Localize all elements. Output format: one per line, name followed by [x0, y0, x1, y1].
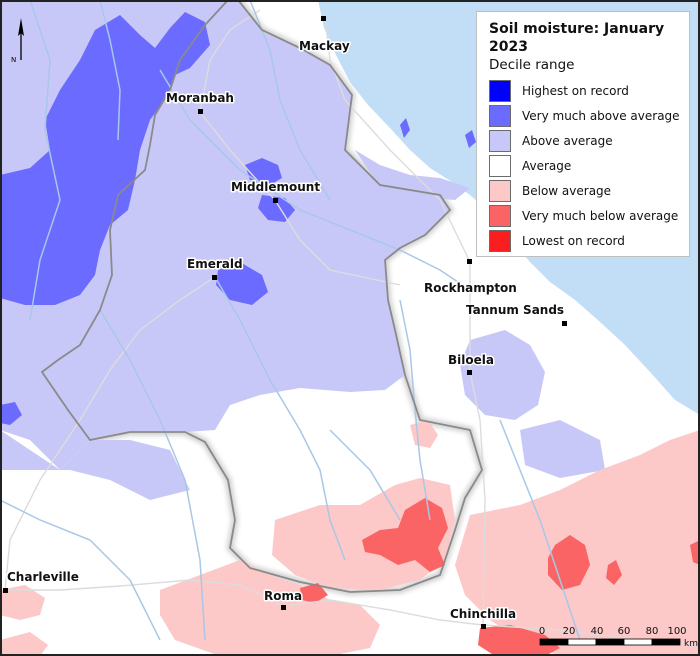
zone-very-much-above-average-emerald	[216, 262, 268, 305]
middlemount-marker[interactable]	[273, 198, 278, 203]
chinchilla-marker[interactable]	[481, 624, 486, 629]
zone-very-much-above-average	[0, 12, 210, 305]
legend-item-label: Highest on record	[522, 83, 629, 98]
north-arrow-icon	[18, 18, 24, 36]
zone-very-much-above-average-coast-2	[465, 130, 476, 148]
zone-above-average-east	[355, 150, 470, 200]
zone-below-average-patch-2	[0, 632, 48, 656]
label-biloela: Biloela	[448, 353, 494, 367]
biloela-marker[interactable]	[467, 370, 472, 375]
legend-item: Average	[489, 153, 679, 178]
scale-tick-100: 100	[667, 626, 686, 637]
zone-very-much-below-average-4	[478, 625, 560, 656]
label-emerald: Emerald	[187, 257, 243, 271]
zone-very-much-above-average-middlemount-2	[258, 195, 295, 222]
rivers	[0, 0, 581, 641]
zone-very-much-below-average-6	[690, 540, 700, 565]
label-rockhampton: Rockhampton	[424, 281, 517, 295]
legend-item-label: Below average	[522, 183, 612, 198]
town-markers	[3, 16, 567, 629]
legend-item: Above average	[489, 128, 679, 153]
scale-unit: km	[684, 639, 698, 649]
label-charleville: Charleville	[7, 570, 79, 584]
roma-marker[interactable]	[281, 605, 286, 610]
north-arrow: N	[11, 18, 24, 64]
legend-item: Very much below average	[489, 203, 679, 228]
legend-item-label: Average	[522, 158, 572, 173]
legend-item: Highest on record	[489, 78, 679, 103]
moranbah-marker[interactable]	[198, 109, 203, 114]
legend-subtitle: Decile range	[489, 57, 575, 73]
emerald-marker[interactable]	[212, 275, 217, 280]
legend-item-label: Very much above average	[522, 108, 680, 123]
legend-swatch	[489, 79, 511, 102]
basin-boundary	[40, 0, 483, 593]
rockhampton-marker[interactable]	[467, 259, 472, 264]
zone-very-much-below-average-1	[362, 498, 448, 572]
scale-tick-0: 0	[539, 626, 545, 637]
scale-tick-40: 40	[591, 626, 604, 637]
legend-item: Lowest on record	[489, 228, 679, 253]
legend-swatch	[489, 104, 511, 127]
zone-above-average-biloela	[460, 330, 545, 420]
legend-item-label: Very much below average	[522, 208, 679, 223]
zone-above-average-coast	[520, 420, 605, 478]
legend-swatch	[489, 129, 511, 152]
legend-swatch	[489, 229, 511, 252]
roads	[4, 9, 700, 646]
zone-below-average-south	[272, 478, 455, 590]
mackay-marker[interactable]	[321, 16, 326, 21]
legend-item: Below average	[489, 178, 679, 203]
tannum-sands-marker[interactable]	[562, 321, 567, 326]
zone-very-much-above-average-west	[0, 402, 22, 425]
scale-bar: 0 20 40 60 80 100 km	[539, 626, 698, 649]
scale-tick-20: 20	[563, 626, 576, 637]
scale-tick-80: 80	[646, 626, 659, 637]
zone-very-much-below-average-5	[606, 560, 622, 585]
legend-swatch	[489, 179, 511, 202]
label-mackay: Mackay	[299, 39, 350, 53]
label-chinchilla: Chinchilla	[450, 607, 516, 621]
north-arrow-label: N	[11, 56, 16, 64]
zone-very-much-below-average-3	[300, 583, 328, 603]
legend-title: Soil moisture: January 2023	[489, 21, 665, 55]
label-moranbah: Moranbah	[166, 91, 234, 105]
label-roma: Roma	[264, 589, 302, 603]
zone-below-average-w	[0, 585, 45, 620]
legend-swatch	[489, 154, 511, 177]
label-tannum-sands: Tannum Sands	[466, 303, 564, 317]
charleville-marker[interactable]	[3, 588, 8, 593]
zone-above-average-sw	[0, 430, 190, 500]
zone-very-much-above-average-coast	[400, 118, 410, 138]
legend: Soil moisture: January 2023 Decile range…	[476, 11, 690, 257]
legend-item-label: Lowest on record	[522, 233, 625, 248]
legend-swatch	[489, 204, 511, 227]
zone-below-average-sw	[160, 560, 380, 656]
scale-tick-60: 60	[618, 626, 631, 637]
legend-item: Very much above average	[489, 103, 680, 128]
legend-item-label: Above average	[522, 133, 613, 148]
label-middlemount: Middlemount	[231, 180, 320, 194]
